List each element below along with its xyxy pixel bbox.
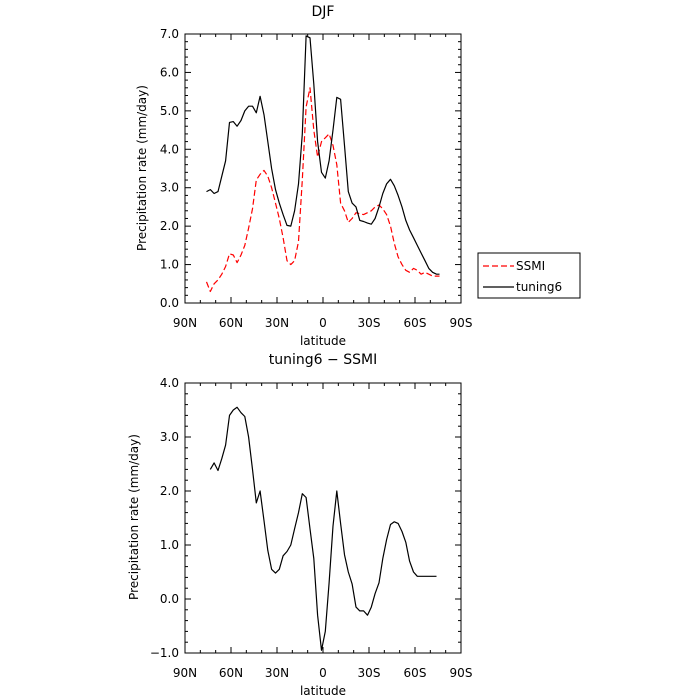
y-tick-label: 1.0 bbox=[160, 258, 179, 272]
axis-ticks: 90N 60N 30N 0 30S 60S 90S −1.0 0.0 1.0 2.0 3.0 4.0 bbox=[150, 376, 473, 680]
y-tick-label: −1.0 bbox=[150, 646, 179, 660]
series-line-tuning6 bbox=[206, 35, 440, 275]
x-axis-label: latitude bbox=[300, 684, 346, 698]
x-tick-label: 90S bbox=[450, 666, 473, 680]
x-tick-label: 90N bbox=[173, 666, 197, 680]
series-line-difference bbox=[209, 406, 437, 651]
y-tick-label: 7.0 bbox=[160, 27, 179, 41]
y-tick-label: 4.0 bbox=[160, 376, 179, 390]
y-tick-label: 2.0 bbox=[160, 219, 179, 233]
x-tick-label: 30N bbox=[265, 316, 289, 330]
legend-label-tuning6: tuning6 bbox=[516, 280, 562, 294]
y-tick-label: 3.0 bbox=[160, 430, 179, 444]
chart-panel-difference: tuning6 − SSMI Precipitation rate (mm/da… bbox=[127, 352, 472, 698]
x-tick-label: 60S bbox=[404, 666, 427, 680]
x-tick-label: 60N bbox=[219, 316, 243, 330]
y-tick-label: 5.0 bbox=[160, 104, 179, 118]
x-tick-label: 0 bbox=[319, 316, 327, 330]
series-group bbox=[205, 35, 440, 293]
legend: SSMI tuning6 bbox=[477, 252, 581, 299]
legend-box bbox=[477, 252, 581, 299]
x-tick-label: 60N bbox=[219, 666, 243, 680]
y-tick-label: 1.0 bbox=[160, 538, 179, 552]
x-tick-label: 30S bbox=[358, 316, 381, 330]
x-axis-label: latitude bbox=[300, 334, 346, 348]
legend-label-ssmi: SSMI bbox=[516, 259, 545, 273]
y-tick-label: 2.0 bbox=[160, 484, 179, 498]
x-tick-label: 30S bbox=[358, 666, 381, 680]
axis-ticks: 90N 60N 30N 0 30S 60S 90S 0.0 1.0 2.0 3.0 4.0 5.0 6.0… bbox=[160, 27, 473, 330]
chart-panel-djf: DJF Precipitation rate (mm/day) latitude… bbox=[135, 4, 472, 348]
y-tick-label: 3.0 bbox=[160, 181, 179, 195]
series-line-ssmi bbox=[205, 87, 440, 293]
plot-frame bbox=[184, 33, 462, 304]
y-tick-label: 6.0 bbox=[160, 65, 179, 79]
series-group bbox=[209, 406, 437, 651]
plot-frame bbox=[184, 382, 462, 654]
x-tick-label: 60S bbox=[404, 316, 427, 330]
chart-title: DJF bbox=[312, 4, 335, 20]
y-tick-label: 0.0 bbox=[160, 592, 179, 606]
x-tick-label: 30N bbox=[265, 666, 289, 680]
y-tick-label: 0.0 bbox=[160, 296, 179, 310]
x-tick-label: 0 bbox=[319, 666, 327, 680]
chart-title: tuning6 − SSMI bbox=[269, 352, 377, 368]
y-axis-label: Precipitation rate (mm/day) bbox=[127, 434, 141, 600]
x-tick-label: 90S bbox=[450, 316, 473, 330]
x-tick-label: 90N bbox=[173, 316, 197, 330]
y-tick-label: 4.0 bbox=[160, 142, 179, 156]
y-axis-label: Precipitation rate (mm/day) bbox=[135, 85, 149, 251]
